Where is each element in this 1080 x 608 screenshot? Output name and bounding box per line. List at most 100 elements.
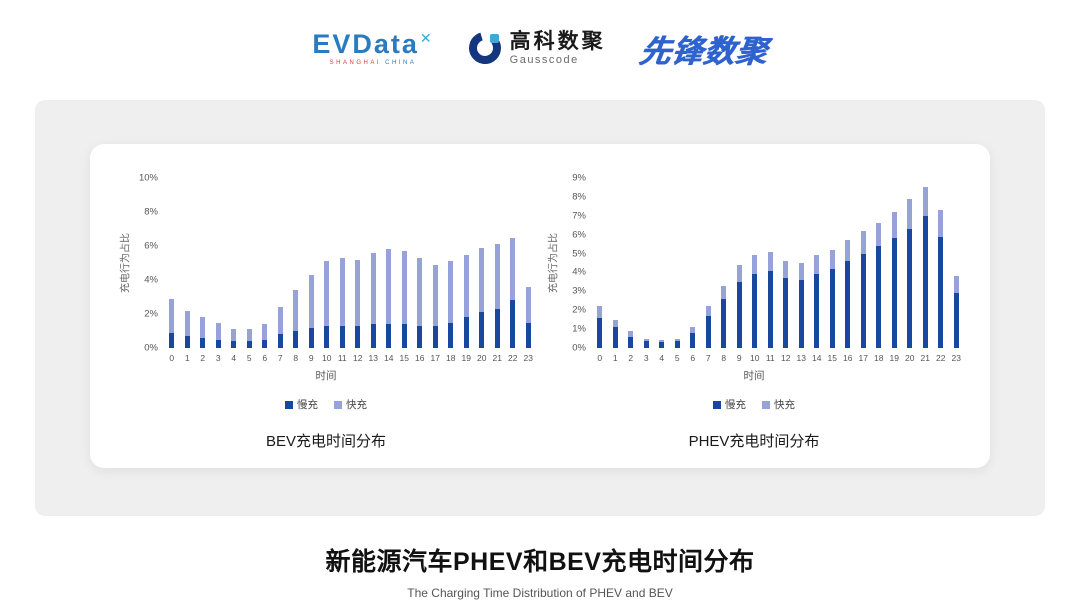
bar-segment-快充 [448,261,454,323]
bar-segment-慢充 [783,278,789,348]
bar-segment-慢充 [169,332,175,348]
bar-segment-快充 [370,252,376,325]
x-tick-label: 18 [446,353,456,363]
page-title: 新能源汽车PHEV和BEV充电时间分布 [325,548,755,576]
y-tick-label: 7% [572,210,586,222]
x-tick-label: 21 [920,353,930,363]
x-tick-label: 1 [612,353,618,363]
bar-hour-15: 15 [397,178,413,363]
y-tick-label: 4% [572,266,586,278]
phev-chart-title: PHEV充电时间分布 [688,433,820,450]
header: EVData✕ SHANGHAI CHINA 高科数聚 Gausscode 先锋… [0,0,1080,96]
bar-segment-慢充 [798,280,804,348]
bar-hour-8: 8 [716,178,732,363]
x-tick-label: 14 [812,353,822,363]
bar-segment-慢充 [907,229,913,348]
x-tick-label: 3 [643,353,649,363]
bar-hour-20: 20 [474,178,490,363]
x-tick-label: 22 [936,353,946,363]
bar-segment-慢充 [860,253,866,348]
bar-segment-慢充 [246,341,252,348]
bar-segment-慢充 [659,342,665,348]
bar-segment-慢充 [690,332,696,348]
bar-segment-慢充 [277,334,283,348]
bar-segment-慢充 [231,341,237,348]
legend-item-slow: 慢充 [713,397,746,412]
bar-segment-快充 [339,257,345,326]
bev-legend: 慢充 快充 [285,397,367,412]
chart-panel: 充电行为占比 0% 2% 4% 6% 8% 10% 0 1 2 3 4 5 6 7 8 9 10 11 12 13 1… [35,100,1045,516]
bar-hour-19: 19 [459,178,475,363]
bar-segment-快充 [262,324,268,340]
bar-hour-20: 20 [902,178,918,363]
bev-y-axis-title: 充电行为占比 [120,233,132,293]
bar-hour-14: 14 [381,178,397,363]
bar-hour-23: 23 [949,178,965,363]
bar-segment-慢充 [339,325,345,348]
legend-swatch-slow [713,400,721,409]
x-tick-label: 19 [889,353,899,363]
bar-segment-慢充 [752,274,758,348]
bar-segment-快充 [386,249,392,325]
bar-segment-快充 [494,244,500,309]
bar-segment-慢充 [494,308,500,348]
footer: 新能源汽车PHEV和BEV充电时间分布 The Charging Time Di… [0,542,1080,600]
bev-chart-title: BEV充电时间分布 [265,433,386,450]
bar-segment-快充 [417,257,423,326]
bar-segment-慢充 [370,324,376,348]
y-tick-label: 0% [572,342,586,354]
legend-label-slow: 慢充 [725,399,746,411]
bar-segment-快充 [184,310,190,337]
x-tick-label: 2 [628,353,634,363]
gausscode-cn-label: 高科数聚 [509,30,606,54]
bar-hour-17: 17 [856,178,872,363]
bar-segment-慢充 [705,315,711,348]
x-tick-label: 15 [827,353,837,363]
bar-segment-快充 [324,261,330,326]
x-tick-label: 8 [721,353,727,363]
bar-segment-慢充 [200,337,206,348]
bar-hour-3: 3 [639,178,655,363]
evdata-x-icon: ✕ [419,29,434,46]
bar-segment-慢充 [386,324,392,348]
x-tick-label: 17 [430,353,440,363]
x-tick-label: 16 [415,353,425,363]
bar-hour-14: 14 [809,178,825,363]
evdata-logo-text: EVData✕ [312,29,434,58]
bar-segment-快充 [845,240,851,262]
y-tick-label: 10% [138,172,158,184]
phev-chart-plot-row: 充电行为占比 0% 1% 2% 3% 4% 5% 6% 7% 8% 9% 0 1 2 3 4 5 6 7 8 9 10… [544,173,965,364]
y-tick-label: 5% [572,248,586,260]
bar-hour-17: 17 [428,178,444,363]
bar-hour-0: 0 [164,178,180,363]
bar-segment-快充 [798,263,804,280]
bar-segment-慢充 [510,300,516,348]
bar-hour-15: 15 [825,178,841,363]
bar-segment-慢充 [432,325,438,348]
bar-segment-慢充 [308,327,314,348]
bar-segment-快充 [860,230,866,254]
bar-segment-快充 [674,338,680,342]
bar-segment-慢充 [628,336,634,348]
bar-hour-8: 8 [288,178,304,363]
bar-hour-11: 11 [763,178,779,363]
bar-segment-快充 [432,264,438,326]
bar-segment-慢充 [401,324,407,348]
bar-segment-快充 [783,261,789,279]
bar-segment-慢充 [736,281,742,348]
bar-segment-慢充 [262,339,268,348]
bev-x-axis-title: 时间 [315,370,337,382]
legend-item-slow: 慢充 [285,397,318,412]
bar-segment-快充 [659,340,665,343]
bar-segment-快充 [690,327,696,333]
bar-hour-7: 7 [701,178,717,363]
x-tick-label: 21 [492,353,502,363]
bar-segment-快充 [829,249,835,269]
y-tick-label: 0% [144,342,158,354]
bar-hour-13: 13 [366,178,382,363]
evdata-logo-subtext: SHANGHAI CHINA [330,60,417,66]
legend-swatch-fast [334,400,342,409]
bar-hour-4: 4 [654,178,670,363]
bar-hour-10: 10 [319,178,335,363]
bar-segment-慢充 [891,238,897,348]
